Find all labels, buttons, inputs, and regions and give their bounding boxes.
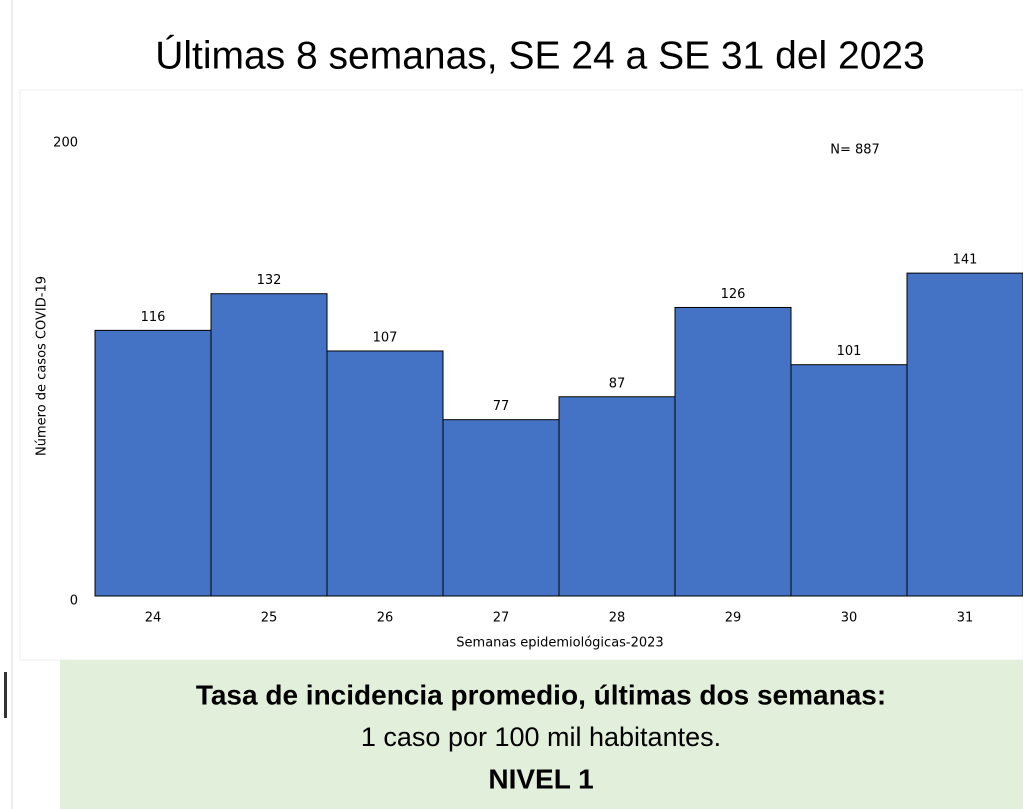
value-label: 107 <box>373 330 398 345</box>
annotation: N= 887 <box>830 143 880 158</box>
bar <box>442 419 560 597</box>
edge-mark <box>4 672 7 718</box>
value-label: 132 <box>257 273 282 288</box>
x-tick-label: 26 <box>377 611 394 626</box>
x-tick-label: 28 <box>609 611 626 626</box>
chart-title: Últimas 8 semanas, SE 24 a SE 31 del 202… <box>155 34 925 77</box>
value-label: 87 <box>609 376 626 391</box>
bar <box>674 306 792 597</box>
x-tick-label: 30 <box>841 611 858 626</box>
value-label: 77 <box>493 399 510 414</box>
y-axis-label: Número de casos COVID-19 <box>35 276 50 456</box>
value-label: 126 <box>721 287 746 302</box>
x-tick-label: 31 <box>957 611 974 626</box>
value-label: 101 <box>837 344 862 359</box>
x-tick-label: 25 <box>261 611 278 626</box>
y-tick-label: 200 <box>53 136 78 151</box>
bar <box>326 350 444 597</box>
x-tick-label: 27 <box>493 611 510 626</box>
footer-heading: Tasa de incidencia promedio, últimas dos… <box>196 679 886 710</box>
bar <box>94 329 212 597</box>
bar <box>210 293 328 597</box>
x-tick-label: 29 <box>725 611 742 626</box>
x-tick-label: 24 <box>145 611 162 626</box>
bar <box>906 272 1023 597</box>
value-label: 141 <box>953 253 978 268</box>
footer-text: 1 caso por 100 mil habitantes. <box>361 722 721 752</box>
bar <box>790 364 908 597</box>
footer-box <box>60 660 1023 809</box>
y-tick-label: 0 <box>70 594 78 609</box>
x-axis-label: Semanas epidemiológicas-2023 <box>456 636 663 651</box>
value-label: 116 <box>141 310 166 325</box>
bar <box>558 396 676 597</box>
footer-level: NIVEL 1 <box>488 763 593 794</box>
